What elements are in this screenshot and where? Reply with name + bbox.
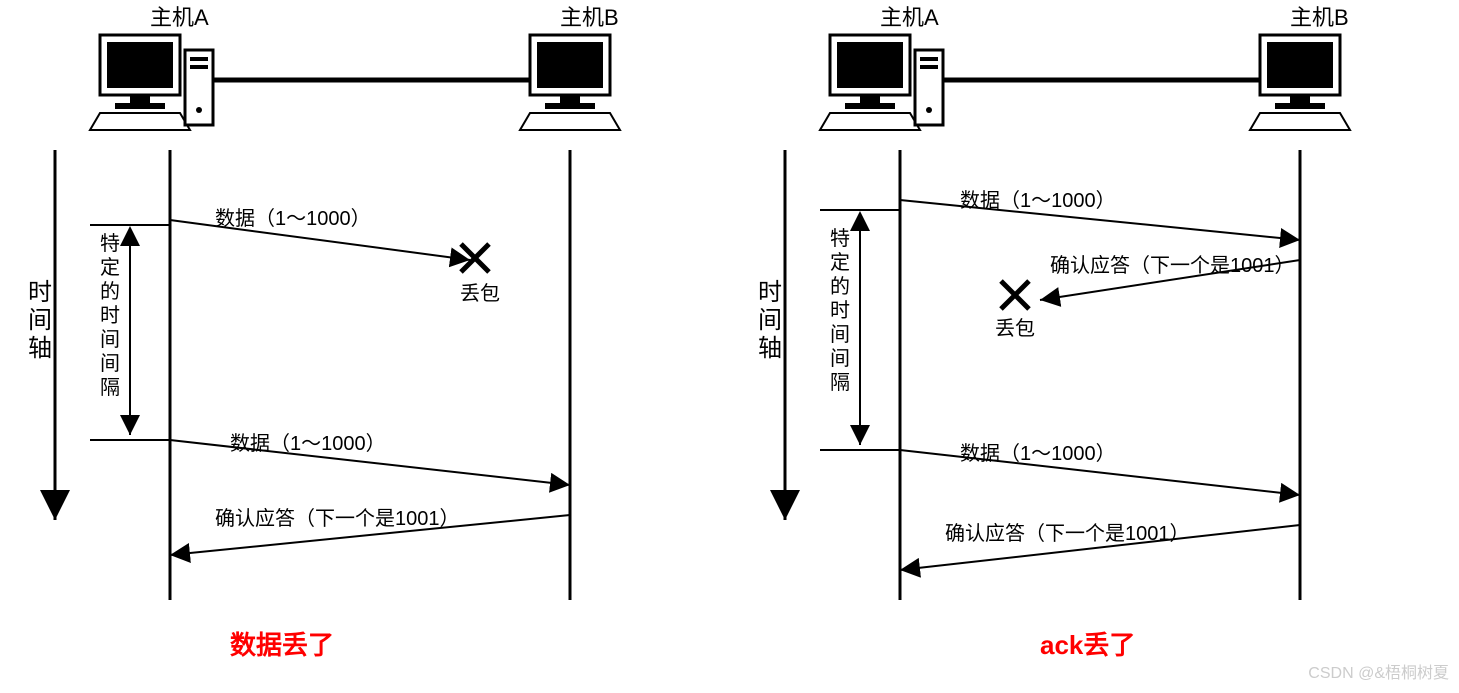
computer-b-icon bbox=[520, 35, 620, 130]
cross-icon bbox=[1001, 281, 1029, 309]
right-caption: ack丢了 bbox=[1040, 625, 1135, 662]
cross-icon bbox=[461, 244, 489, 272]
time-axis-label: 时间轴 bbox=[28, 279, 52, 362]
host-a-label: 主机A bbox=[880, 5, 939, 30]
msg3-label: 确认应答（下一个是1001） bbox=[215, 507, 460, 530]
time-axis-label: 时间轴 bbox=[758, 279, 782, 362]
watermark-text: CSDN @&梧桐树夏 bbox=[1308, 659, 1449, 683]
left-diagram-svg: 主机A 主机B bbox=[0, 0, 729, 688]
right-diagram-svg: 主机A 主机B bbox=[730, 0, 1459, 688]
interval-label: 特定的时间间隔 bbox=[830, 227, 850, 394]
lost-label-2: 丢包 bbox=[995, 317, 1035, 340]
right-panel: 主机A 主机B bbox=[730, 0, 1459, 688]
msg1-label: 数据（1～1000） bbox=[960, 189, 1116, 212]
msg3-label: 数据（1～1000） bbox=[960, 442, 1116, 465]
msg1-label: 数据（1～1000） bbox=[215, 207, 371, 230]
diagram-container: 主机A 主机B bbox=[0, 0, 1459, 688]
computer-a-icon bbox=[90, 35, 213, 130]
host-a-label: 主机A bbox=[150, 5, 209, 30]
left-caption: 数据丢了 bbox=[230, 625, 334, 662]
host-b-label: 主机B bbox=[560, 5, 619, 30]
msg2-label: 数据（1～1000） bbox=[230, 432, 386, 455]
interval-label: 特定的时间间隔 bbox=[100, 232, 120, 399]
msg2-label: 确认应答（下一个是1001） bbox=[1050, 254, 1295, 277]
computer-b-icon bbox=[1250, 35, 1350, 130]
computer-a-icon bbox=[820, 35, 943, 130]
left-panel: 主机A 主机B bbox=[0, 0, 730, 688]
lost-label-1: 丢包 bbox=[460, 282, 500, 305]
host-b-label: 主机B bbox=[1290, 5, 1349, 30]
msg4-label: 确认应答（下一个是1001） bbox=[945, 522, 1190, 545]
